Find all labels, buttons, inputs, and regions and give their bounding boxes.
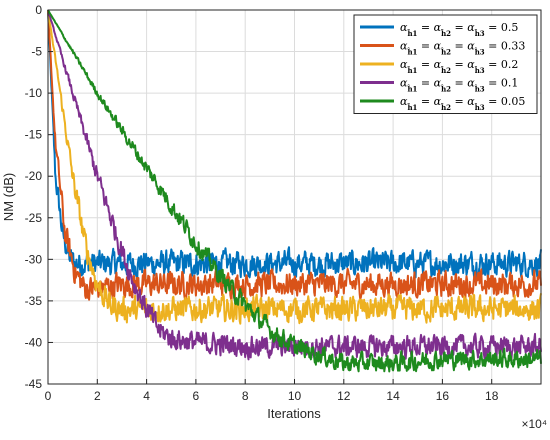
y-axis-label: NM (dB): [1, 173, 16, 221]
x-tick-label: 4: [143, 389, 150, 403]
x-tick-label: 16: [436, 389, 450, 403]
x-tick-label: 0: [45, 389, 52, 403]
series-line-0.05: [47, 9, 542, 373]
legend-entry: αĥ1 = αĥ2 = αĥ3 = 0.5: [400, 21, 518, 38]
y-tick-label: -40: [25, 335, 43, 349]
y-tick-label: -20: [25, 169, 43, 183]
series-line-0.2: [47, 9, 542, 325]
legend-entry: αĥ1 = αĥ2 = αĥ3 = 0.05: [400, 95, 525, 112]
x-tick-label: 14: [386, 389, 400, 403]
legend-alpha-value: 0.2: [501, 58, 519, 71]
axis-ticks: 0 2 4 6 8 10 12 14 16 18 0 -5 -10 -15 -20 -25 -30 -35 -40 -…: [25, 3, 499, 403]
y-tick-label: -5: [31, 45, 42, 59]
y-tick-label: -30: [25, 252, 43, 266]
series-lines: [47, 9, 542, 373]
y-tick-label: -10: [25, 86, 43, 100]
y-tick-label: -15: [25, 128, 43, 142]
x-tick-label: 10: [288, 389, 302, 403]
legend: αĥ1 = αĥ2 = αĥ3 = 0.5 αĥ1 = αĥ2 = αĥ3 = 0…: [353, 14, 538, 114]
legend-alpha-value: 0.05: [501, 95, 526, 108]
x-tick-label: 8: [242, 389, 249, 403]
legend-alpha-value: 0.1: [501, 77, 519, 90]
series-line-0.33: [47, 9, 542, 302]
x-tick-label: 2: [94, 389, 101, 403]
x-axis-label: Iterations: [267, 406, 321, 421]
y-tick-label: -45: [25, 377, 43, 391]
legend-entry: αĥ1 = αĥ2 = αĥ3 = 0.33: [400, 40, 525, 57]
y-tick-label: -25: [25, 211, 43, 225]
x-axis-multiplier: ×10⁴: [521, 417, 547, 431]
legend-alpha-value: 0.33: [501, 40, 526, 53]
y-tick-label: 0: [35, 3, 42, 17]
x-tick-label: 12: [337, 389, 351, 403]
legend-entry: αĥ1 = αĥ2 = αĥ3 = 0.2: [400, 58, 518, 75]
legend-entry: αĥ1 = αĥ2 = αĥ3 = 0.1: [400, 77, 518, 94]
legend-alpha-value: 0.5: [501, 21, 519, 34]
x-tick-label: 18: [485, 389, 499, 403]
y-tick-label: -35: [25, 294, 43, 308]
x-tick-label: 6: [193, 389, 200, 403]
